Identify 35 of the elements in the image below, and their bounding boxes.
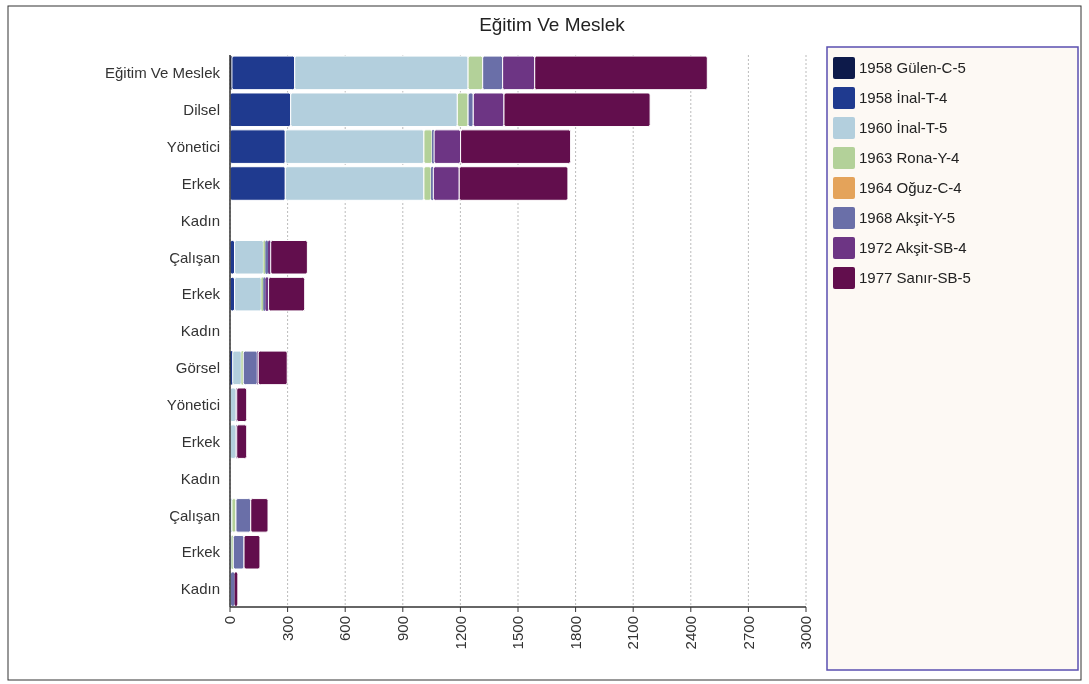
y-tick-label: Eğitim Ve Meslek bbox=[104, 64, 221, 82]
x-tick-label: 600 bbox=[336, 616, 354, 642]
y-tick-label: Yönetici bbox=[166, 396, 220, 413]
legend-label: 1964 Oğuz-C-4 bbox=[859, 179, 962, 197]
x-tick-label: 0 bbox=[221, 616, 239, 625]
y-tick-label: Görsel bbox=[175, 359, 220, 377]
y-tick-label: Dilsel bbox=[183, 101, 220, 119]
legend-label: 1977 Sanır-SB-5 bbox=[859, 269, 971, 287]
x-tick-label: 900 bbox=[394, 616, 412, 642]
legend-label: 1960 İnal-T-5 bbox=[859, 119, 948, 137]
x-tick-label: 1200 bbox=[451, 616, 469, 650]
x-tick-label: 1800 bbox=[566, 616, 584, 650]
x-tick-label: 2400 bbox=[682, 616, 700, 650]
legend-label: 1972 Akşit-SB-4 bbox=[859, 239, 967, 257]
chart-title: Eğitim Ve Meslek bbox=[479, 14, 626, 35]
y-tick-label: Kadın bbox=[180, 469, 220, 487]
legend-label: 1963 Rona-Y-4 bbox=[859, 149, 960, 167]
x-tick-label: 1500 bbox=[509, 616, 527, 650]
y-tick-label: Erkek bbox=[181, 543, 221, 561]
x-tick-label: 2700 bbox=[739, 616, 757, 650]
y-tick-label: Erkek bbox=[181, 174, 221, 192]
legend-label: 1958 Gülen-C-5 bbox=[859, 59, 966, 77]
legend-label: 1958 İnal-T-4 bbox=[859, 89, 948, 107]
y-tick-label: Kadın bbox=[180, 211, 220, 229]
y-tick-label: Erkek bbox=[181, 285, 221, 303]
y-tick-label: Çalışan bbox=[169, 248, 220, 266]
y-tick-label: Kadın bbox=[180, 580, 220, 598]
y-tick-label: Çalışan bbox=[169, 506, 220, 524]
y-tick-label: Erkek bbox=[181, 432, 221, 450]
y-tick-label: Kadın bbox=[180, 322, 220, 340]
x-tick-label: 300 bbox=[278, 616, 296, 642]
legend-label: 1968 Akşit-Y-5 bbox=[859, 209, 956, 227]
x-tick-label: 2100 bbox=[624, 616, 642, 650]
x-tick-label: 3000 bbox=[797, 616, 815, 650]
y-tick-label: Yönetici bbox=[166, 137, 220, 155]
